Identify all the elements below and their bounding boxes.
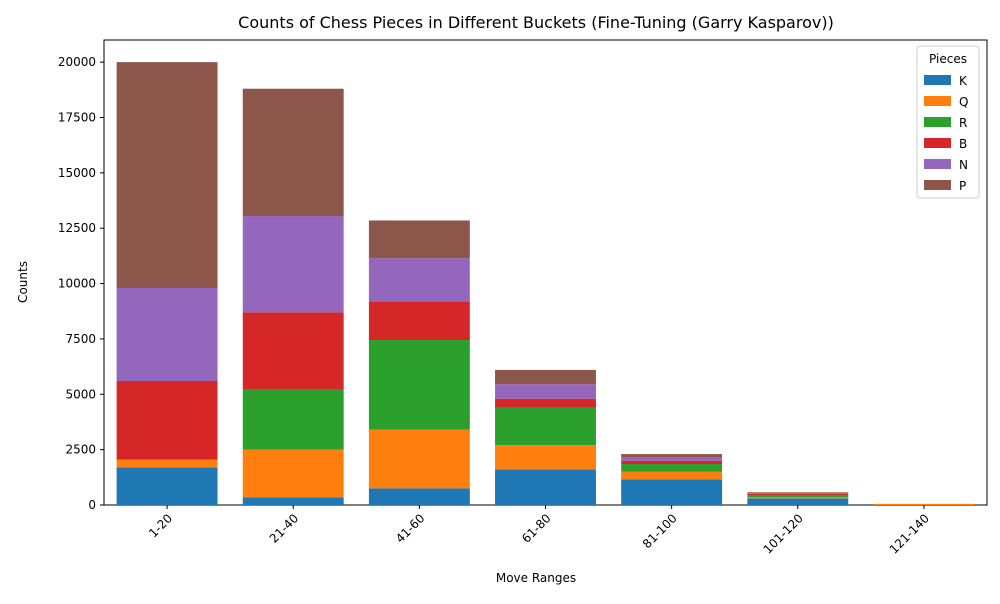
bar-segment-R-21-40 [242,389,344,450]
legend-entry-R: R [959,116,967,130]
bar-segment-Q-41-60 [368,429,470,489]
bar-segment-Q-121-140 [873,503,975,505]
chart-title: Counts of Chess Pieces in Different Buck… [238,13,834,32]
bar-segment-B-81-100 [621,460,723,465]
bar-segment-N-61-80 [495,384,596,399]
x-tick-label: 21-40 [267,511,302,546]
y-tick-label: 5000 [65,387,96,401]
bar-segment-K-61-80 [495,469,596,505]
bar-segment-Q-81-100 [621,471,723,480]
bar-segment-K-1-20 [116,467,218,505]
y-tick-label: 0 [88,498,96,512]
legend-swatch-Q [924,96,951,106]
bar-segment-P-81-100 [621,454,723,458]
bar-segment-P-1-20 [116,62,218,289]
bar-segment-P-41-60 [368,220,470,259]
legend-swatch-N [924,159,951,169]
bar-segment-P-21-40 [242,88,344,217]
bar-segment-B-41-60 [368,301,470,341]
legend-title: Pieces [929,52,967,66]
legend-swatch-B [924,138,951,148]
bar-segment-N-101-120 [747,493,849,494]
x-tick-label: 81-100 [640,511,680,551]
x-tick-label: 101-120 [761,511,806,556]
legend-swatch-R [924,117,951,127]
bar-segment-R-101-120 [747,495,849,498]
legend-entry-B: B [959,137,967,151]
bar-segment-R-41-60 [368,340,470,430]
bar-segment-K-81-100 [621,479,723,505]
bar-segment-N-21-40 [242,216,344,313]
bar-segment-K-21-40 [242,497,344,505]
x-tick-label: 41-60 [393,511,428,546]
x-tick-label: 121-140 [887,511,932,556]
x-tick-labels: 1-20 21-40 41-60 61-80 81-100 101-120 121-140 [146,505,932,557]
y-tick-label: 20000 [58,55,96,69]
y-tick-labels: 0 2500 5000 7500 10000 12500 15000 17500 20000 [58,55,104,512]
legend-entry-Q: Q [959,95,968,109]
legend-entry-N: N [959,158,968,172]
bar-segment-B-1-20 [116,381,218,460]
bars-group [116,62,975,505]
bar-segment-P-101-120 [747,492,849,494]
y-tick-label: 15000 [58,166,96,180]
y-tick-label: 2500 [65,443,96,457]
x-tick-label: 1-20 [146,511,175,540]
bar-segment-R-61-80 [495,407,596,446]
x-tick-label: 61-80 [519,511,554,546]
bar-segment-K-101-120 [747,498,849,505]
y-tick-label: 12500 [58,221,96,235]
y-tick-label: 7500 [65,332,96,346]
y-tick-label: 17500 [58,111,96,125]
bar-segment-Q-61-80 [495,445,596,470]
bar-segment-P-61-80 [495,369,596,385]
bar-segment-N-41-60 [368,258,470,302]
bar-segment-B-101-120 [747,493,849,496]
y-axis-label: Counts [16,261,30,303]
bar-segment-K-41-60 [368,488,470,505]
bar-segment-R-81-100 [621,464,723,472]
legend-swatch-P [924,180,951,190]
bar-segment-B-21-40 [242,312,344,390]
bar-segment-B-61-80 [495,398,596,408]
legend-entry-P: P [959,179,966,193]
bar-segment-N-1-20 [116,288,218,381]
legend-entry-K: K [959,74,968,88]
legend-swatch-K [924,75,951,85]
bar-segment-Q-21-40 [242,449,344,498]
bar-segment-Q-1-20 [116,459,218,468]
bar-segment-Q-101-120 [747,497,849,499]
x-axis-label: Move Ranges [496,571,576,585]
bar-segment-N-81-100 [621,457,723,461]
y-tick-label: 10000 [58,277,96,291]
